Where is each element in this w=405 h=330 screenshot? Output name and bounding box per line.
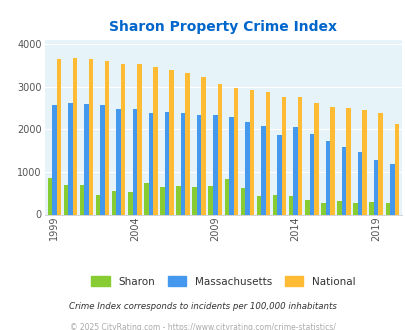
Bar	[309, 134, 313, 214]
Bar	[68, 103, 72, 214]
Bar	[341, 147, 345, 214]
Bar	[233, 88, 237, 214]
Bar	[256, 196, 261, 214]
Bar	[137, 64, 141, 214]
Bar	[64, 185, 68, 214]
Bar	[56, 59, 61, 214]
Legend: Sharon, Massachusetts, National: Sharon, Massachusetts, National	[87, 272, 358, 291]
Bar	[180, 113, 185, 214]
Bar	[293, 127, 297, 214]
Bar	[164, 112, 169, 214]
Bar	[208, 186, 213, 214]
Bar	[377, 113, 382, 214]
Bar	[160, 187, 164, 214]
Bar	[373, 160, 377, 214]
Bar	[89, 59, 93, 214]
Bar	[47, 178, 52, 214]
Bar	[297, 97, 302, 214]
Bar	[249, 89, 254, 214]
Bar	[213, 115, 217, 214]
Bar	[304, 200, 309, 215]
Bar	[100, 105, 104, 214]
Title: Sharon Property Crime Index: Sharon Property Crime Index	[109, 20, 337, 34]
Text: Crime Index corresponds to incidents per 100,000 inhabitants: Crime Index corresponds to incidents per…	[69, 302, 336, 311]
Bar	[272, 195, 277, 215]
Bar	[116, 109, 121, 214]
Bar	[265, 92, 270, 214]
Bar	[192, 187, 196, 214]
Bar	[185, 73, 190, 214]
Bar	[325, 141, 329, 214]
Bar	[201, 77, 205, 215]
Bar	[361, 110, 366, 214]
Bar	[357, 152, 361, 214]
Bar	[369, 202, 373, 214]
Bar	[224, 179, 228, 214]
Bar	[288, 196, 293, 214]
Bar	[217, 84, 222, 214]
Bar	[385, 203, 389, 214]
Bar	[337, 201, 341, 214]
Bar	[52, 105, 56, 214]
Bar	[96, 195, 100, 215]
Bar	[196, 115, 201, 214]
Bar	[345, 108, 350, 214]
Bar	[72, 57, 77, 214]
Text: © 2025 CityRating.com - https://www.cityrating.com/crime-statistics/: © 2025 CityRating.com - https://www.city…	[70, 323, 335, 330]
Bar	[240, 188, 245, 214]
Bar	[228, 117, 233, 214]
Bar	[329, 108, 334, 214]
Bar	[79, 185, 84, 214]
Bar	[132, 109, 137, 214]
Bar	[320, 203, 325, 214]
Bar	[281, 97, 286, 214]
Bar	[112, 191, 116, 214]
Bar	[313, 103, 318, 214]
Bar	[352, 203, 357, 214]
Bar	[389, 164, 394, 214]
Bar	[121, 64, 125, 214]
Bar	[104, 61, 109, 214]
Bar	[277, 135, 281, 214]
Bar	[144, 182, 148, 214]
Bar	[169, 70, 173, 214]
Bar	[261, 126, 265, 214]
Bar	[148, 113, 153, 214]
Bar	[394, 124, 398, 214]
Bar	[84, 104, 89, 214]
Bar	[176, 186, 180, 215]
Bar	[245, 122, 249, 214]
Bar	[153, 67, 157, 214]
Bar	[128, 192, 132, 214]
